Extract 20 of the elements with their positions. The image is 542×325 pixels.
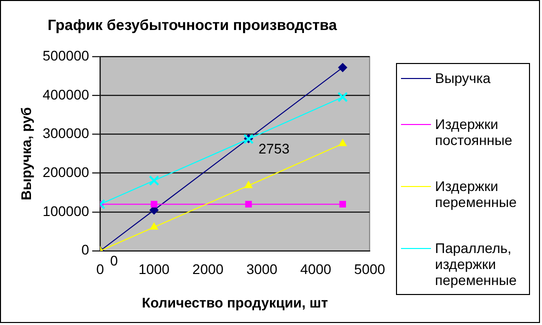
- chart-title: График безубыточности производства: [48, 16, 338, 34]
- x-tick-label: 2000: [192, 260, 224, 277]
- x-tick-label: 1000: [138, 260, 170, 277]
- legend-label: Параллель, издержки переменные: [435, 240, 518, 288]
- y-tick-label: 100000: [42, 202, 90, 219]
- x-axis-title: Количество продукции, шт: [142, 294, 328, 311]
- legend-label: Издержки постоянные: [435, 116, 514, 148]
- y-tick-label: 300000: [42, 125, 90, 142]
- y-tick-label: 0: [81, 242, 90, 258]
- y-axis-title: Выручка, руб: [18, 106, 34, 200]
- x-tick-label: 0: [96, 260, 104, 277]
- legend-label: Выручка: [435, 70, 491, 86]
- y-tick-label: 200000: [42, 164, 90, 180]
- x-tick-label: 5000: [354, 260, 386, 277]
- y-tick-label: 500000: [42, 48, 90, 64]
- x-tick-label: 4000: [300, 260, 332, 277]
- x-tick-label: 3000: [246, 260, 278, 277]
- legend-label: Издержки переменные: [435, 178, 518, 210]
- y-tick-label: 400000: [42, 86, 90, 102]
- annotation: 2753: [258, 140, 290, 156]
